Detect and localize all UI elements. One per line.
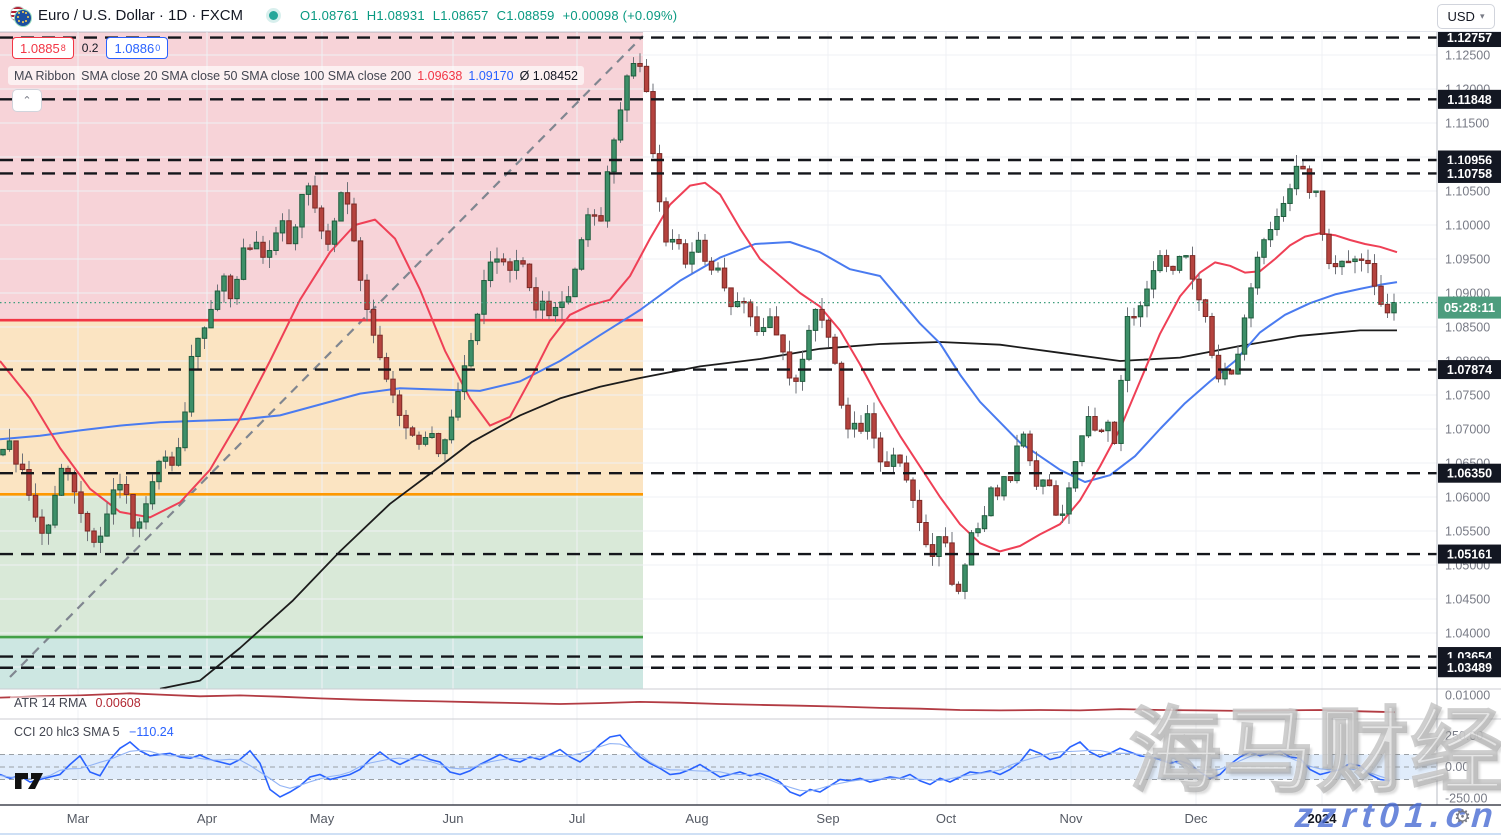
- axis-settings-gear-icon[interactable]: ⚙: [1453, 807, 1471, 828]
- time-label: 2024: [1308, 811, 1338, 826]
- chart-header: Euro / U.S. Dollar · 1D · FXCM O1.08761 H…: [0, 0, 1501, 32]
- sma50-value: 1.09170: [468, 68, 514, 83]
- market-open-dot: [269, 11, 279, 20]
- atr-value: 0.00608: [95, 696, 141, 710]
- ask-price: 1.0886: [114, 40, 155, 56]
- svg-text:0.00: 0.00: [1445, 760, 1469, 774]
- svg-text:1.07874: 1.07874: [1447, 363, 1492, 377]
- atr-line[interactable]: [0, 692, 1396, 714]
- trendline[interactable]: [9, 35, 644, 678]
- ma-ribbon-name: MA Ribbon: [14, 68, 76, 83]
- currency-dropdown[interactable]: USD ▾: [1437, 4, 1495, 29]
- quote-row: 1.0885 8 0.2 1.0886 0: [12, 37, 169, 59]
- svg-text:-250.00: -250.00: [1445, 791, 1487, 805]
- bid-price-pip: 8: [60, 43, 66, 53]
- svg-text:0.01000: 0.01000: [1445, 688, 1490, 702]
- time-label: Dec: [1184, 811, 1208, 826]
- candles[interactable]: [0, 53, 1397, 600]
- cci-label: CCI 20 hlc3 SMA 5: [14, 725, 120, 739]
- time-label: Mar: [67, 811, 90, 826]
- svg-text:250.00: 250.00: [1445, 729, 1483, 743]
- chevron-up-icon: ⌃: [22, 95, 32, 107]
- svg-text:1.03489: 1.03489: [1447, 661, 1492, 675]
- low-value: 1.08657: [440, 8, 489, 23]
- time-label: Nov: [1059, 811, 1083, 826]
- svg-text:1.12757: 1.12757: [1447, 31, 1492, 45]
- svg-text:1.11500: 1.11500: [1445, 117, 1489, 131]
- ask-price-pip: 0: [155, 43, 161, 53]
- svg-text:1.08500: 1.08500: [1445, 321, 1490, 335]
- time-label: May: [310, 811, 335, 826]
- time-label: Jul: [569, 811, 586, 826]
- ma-ribbon-legend[interactable]: MA Ribbon SMA close 20 SMA close 50 SMA …: [8, 66, 584, 85]
- tradingview-logo-icon[interactable]: [14, 770, 46, 792]
- bottom-edge: [0, 833, 1501, 835]
- svg-text:05:28:11: 05:28:11: [1444, 300, 1495, 315]
- chevron-down-icon: ▾: [1479, 11, 1485, 21]
- svg-text:1.12500: 1.12500: [1445, 49, 1490, 63]
- atr-label: ATR 14 RMA: [14, 696, 87, 710]
- atr-legend[interactable]: ATR 14 RMA 0.00608: [10, 696, 145, 710]
- open-value: 1.08761: [310, 8, 359, 23]
- collapse-legend-button[interactable]: ⌃: [12, 89, 42, 112]
- high-value: 1.08931: [376, 8, 425, 23]
- time-label: Apr: [197, 811, 218, 826]
- svg-text:1.09500: 1.09500: [1445, 253, 1490, 267]
- bid-price: 1.0885: [20, 40, 60, 56]
- sma200-line[interactable]: [159, 329, 1397, 690]
- buy-button[interactable]: 1.0886 0: [106, 37, 169, 59]
- sma20-value: 1.09638: [417, 68, 463, 83]
- symbol-title[interactable]: Euro / U.S. Dollar · 1D · FXCM: [38, 7, 244, 24]
- spread-value: 0.2: [81, 41, 99, 55]
- svg-text:1.10000: 1.10000: [1445, 219, 1490, 233]
- svg-text:1.06350: 1.06350: [1447, 467, 1492, 481]
- low-label: L: [432, 8, 441, 23]
- svg-text:1.06000: 1.06000: [1445, 491, 1490, 505]
- time-label: Sep: [816, 811, 839, 826]
- cci-pane: [0, 734, 1437, 798]
- ma-ribbon-params: SMA close 20 SMA close 50 SMA close 100 …: [81, 68, 412, 83]
- key-levels: [0, 36, 1437, 669]
- time-label: Oct: [936, 811, 957, 826]
- cci-sma-line: [0, 743, 1391, 792]
- sell-button[interactable]: 1.0885 8: [12, 37, 74, 59]
- svg-text:1.10758: 1.10758: [1447, 167, 1492, 181]
- open-label: O: [300, 8, 311, 23]
- svg-text:1.04000: 1.04000: [1445, 627, 1490, 641]
- svg-text:1.10500: 1.10500: [1445, 185, 1490, 199]
- svg-text:1.07500: 1.07500: [1445, 389, 1490, 403]
- change-value: +0.00098 (+0.09%): [562, 8, 678, 23]
- time-label: Aug: [685, 811, 708, 826]
- time-label: Jun: [443, 811, 464, 826]
- svg-text:1.07000: 1.07000: [1445, 423, 1490, 437]
- cci-value: −110.24: [129, 725, 174, 739]
- ohlc-readout: O1.08761 H1.08931 L1.08657 C1.08859 +0.00098…: [300, 8, 685, 23]
- cci-legend[interactable]: CCI 20 hlc3 SMA 5 −110.24: [10, 725, 178, 739]
- eurusd-pair-icon: [10, 5, 32, 27]
- countdown-label: 05:28:11: [1438, 296, 1501, 319]
- level-labels: 1.127571.118481.109561.107581.078741.063…: [1438, 28, 1501, 678]
- grid: [0, 31, 1437, 805]
- sma200-value: Ø 1.08452: [519, 68, 578, 83]
- currency-dropdown-value: USD: [1447, 9, 1475, 24]
- svg-text:1.04500: 1.04500: [1445, 593, 1490, 607]
- time-axis-labels: Mar Apr May Jun Jul Aug Sep Oct Nov Dec 2024: [67, 811, 1337, 826]
- svg-text:1.05500: 1.05500: [1445, 525, 1490, 539]
- close-value: 1.08859: [506, 8, 555, 23]
- close-label: C: [496, 8, 507, 23]
- svg-text:1.05161: 1.05161: [1447, 548, 1492, 562]
- high-label: H: [366, 8, 377, 23]
- svg-text:1.11848: 1.11848: [1447, 93, 1492, 107]
